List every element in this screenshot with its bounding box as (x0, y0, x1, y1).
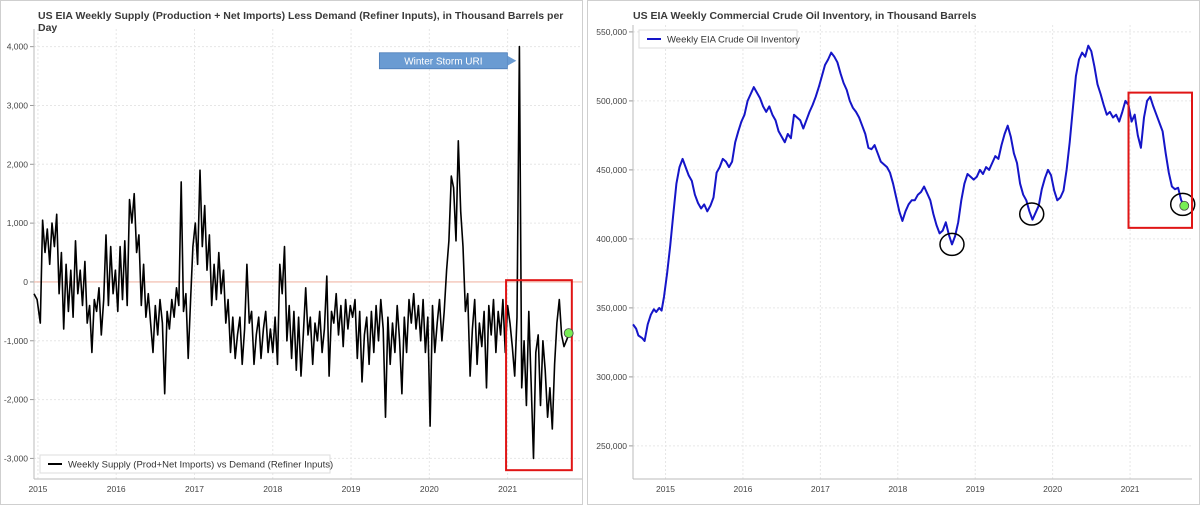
y-tick-label: -2,000 (4, 395, 28, 405)
legend-box (638, 29, 798, 49)
circle-annotation (1018, 202, 1045, 226)
x-tick-label: 2018 (888, 484, 907, 494)
left-chart-panel: US EIA Weekly Supply (Production + Net I… (0, 0, 583, 505)
x-tick-label: 2020 (1043, 484, 1062, 494)
x-tick-label: 2016 (733, 484, 752, 494)
x-tick-label: 2021 (1121, 484, 1140, 494)
y-tick-label: 250,000 (596, 441, 627, 451)
x-tick-label: 2019 (342, 484, 361, 494)
x-tick-label: 2021 (498, 484, 517, 494)
y-tick-label: 350,000 (596, 303, 627, 313)
y-tick-label: 500,000 (596, 96, 627, 106)
legend-box (39, 454, 331, 474)
y-tick-label: 2,000 (7, 159, 29, 169)
left-chart-svg: 2015 2016 2017 2018 2019 2020 2021 4,000 3,000 2,… (4, 29, 582, 494)
y-tick-label: -1,000 (4, 336, 28, 346)
latest-point-marker (1179, 200, 1190, 211)
y-tick-label: 1,000 (7, 218, 29, 228)
highlight-box (1127, 91, 1193, 229)
legend-label: Weekly Supply (Prod+Net Imports) vs Dema… (68, 460, 333, 471)
y-tick-label: 450,000 (596, 165, 627, 175)
x-tick-label: 2019 (966, 484, 985, 494)
right-chart-title: US EIA Weekly Commercial Crude Oil Inven… (633, 10, 977, 22)
series-line (33, 45, 570, 460)
left-chart-title: US EIA Weekly Supply (Production + Net I… (38, 10, 564, 34)
x-tick-label: 2017 (811, 484, 830, 494)
series-line (632, 44, 1186, 342)
x-tick-label: 2020 (420, 484, 439, 494)
y-tick-label: 3,000 (7, 100, 29, 110)
x-tick-label: 2015 (28, 484, 47, 494)
y-tick-label: 0 (23, 277, 28, 287)
x-tick-label: 2018 (263, 484, 282, 494)
x-tick-label: 2015 (656, 484, 675, 494)
y-tick-label: -3,000 (4, 453, 28, 463)
legend-label: Weekly EIA Crude Oil Inventory (667, 35, 800, 46)
y-tick-label: 400,000 (596, 234, 627, 244)
x-tick-label: 2016 (107, 484, 126, 494)
annotation-label: Winter Storm URI (404, 56, 482, 67)
x-tick-label: 2017 (185, 484, 204, 494)
annotation-arrowhead (507, 55, 517, 66)
right-chart-svg: 2015 2016 2017 2018 2019 2020 2021 550,000 500,0… (596, 25, 1196, 494)
y-tick-label: 550,000 (596, 27, 627, 37)
y-tick-label: 4,000 (7, 42, 29, 52)
y-tick-label: 300,000 (596, 372, 627, 382)
circle-annotation (1169, 192, 1196, 217)
latest-point-marker (563, 328, 574, 339)
highlight-box (505, 279, 573, 472)
circle-annotation (939, 232, 965, 257)
right-chart-panel: US EIA Weekly Commercial Crude Oil Inven… (587, 0, 1200, 505)
